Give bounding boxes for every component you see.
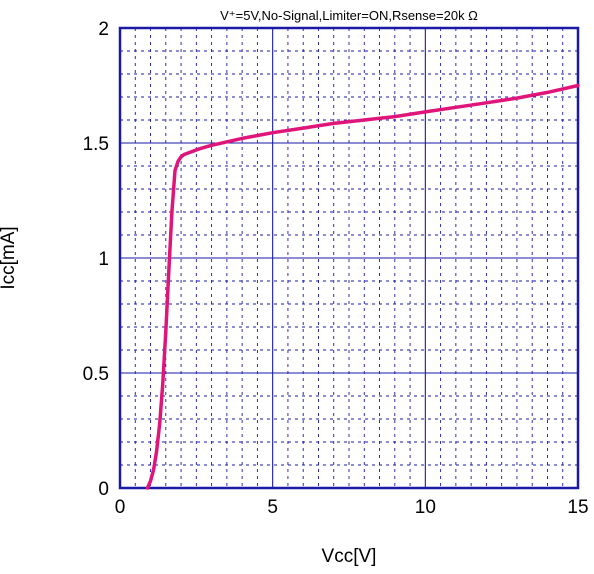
y-tick-label: 1 <box>98 249 109 270</box>
plot-frame <box>118 26 580 490</box>
x-axis-ticks: 0 5 10 15 <box>115 497 589 518</box>
y-axis-title: Icc[mA] <box>0 226 19 289</box>
series-layer <box>145 83 580 490</box>
y-tick-label: 0 <box>98 479 109 500</box>
x-tick-label: 0 <box>115 497 126 518</box>
y-tick-label: 2 <box>98 19 109 40</box>
x-tick-label: 5 <box>267 497 278 518</box>
y-tick-label: 0.5 <box>83 364 109 385</box>
y-tick-label: 1.5 <box>83 134 109 155</box>
chart-title: V⁺=5V,No-Signal,Limiter=ON,Rsense=20k Ω <box>220 8 478 23</box>
y-axis-ticks: 0 0.5 1 1.5 2 <box>83 19 109 500</box>
major-grid <box>120 28 578 488</box>
x-axis-title: Vcc[V] <box>322 546 377 567</box>
x-tick-label: 10 <box>415 497 436 518</box>
x-tick-label: 15 <box>567 497 588 518</box>
icc-series-line <box>145 83 580 490</box>
